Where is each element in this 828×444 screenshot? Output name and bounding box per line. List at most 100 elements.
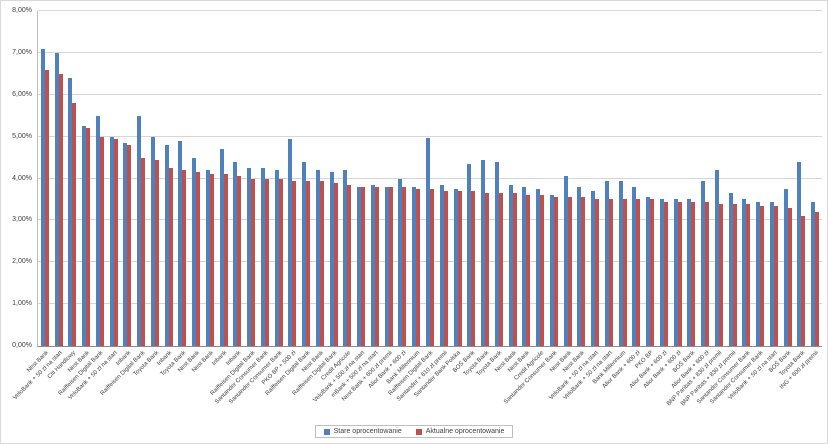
bar bbox=[439, 184, 444, 346]
bar bbox=[618, 180, 623, 346]
bar bbox=[632, 186, 637, 346]
bar bbox=[315, 170, 320, 346]
bar bbox=[302, 161, 307, 346]
bar bbox=[536, 188, 541, 346]
bar bbox=[192, 157, 197, 346]
y-tick-label: 7,00% bbox=[12, 48, 32, 56]
bar-group bbox=[519, 11, 533, 346]
bar bbox=[705, 201, 710, 346]
bar-group bbox=[121, 11, 135, 346]
bar-group bbox=[684, 11, 698, 346]
bar-group bbox=[313, 11, 327, 346]
bar bbox=[264, 178, 269, 346]
bar-group bbox=[506, 11, 520, 346]
bar bbox=[237, 176, 242, 346]
bar bbox=[811, 201, 816, 346]
bar bbox=[471, 191, 476, 346]
bar-group bbox=[341, 11, 355, 346]
bar bbox=[673, 199, 678, 346]
bar bbox=[343, 170, 348, 346]
bar-group bbox=[478, 11, 492, 346]
bar bbox=[783, 188, 788, 346]
bar bbox=[182, 170, 187, 346]
bar bbox=[150, 136, 155, 346]
bar-group bbox=[134, 11, 148, 346]
bar bbox=[494, 161, 499, 346]
bar bbox=[329, 172, 334, 346]
bar bbox=[219, 149, 224, 346]
bar bbox=[728, 193, 733, 346]
bar bbox=[247, 168, 252, 346]
y-tick-label: 5,00% bbox=[12, 132, 32, 140]
bar bbox=[429, 188, 434, 346]
bar-group bbox=[93, 11, 107, 346]
bar bbox=[563, 176, 568, 346]
bar bbox=[141, 157, 146, 346]
bar-group bbox=[244, 11, 258, 346]
bar-group bbox=[547, 11, 561, 346]
bar bbox=[384, 186, 389, 346]
legend-swatch bbox=[323, 428, 330, 435]
bar-group bbox=[643, 11, 657, 346]
bar bbox=[40, 48, 45, 346]
legend-item: Stare oprocentowanie bbox=[323, 428, 402, 435]
bar-group bbox=[698, 11, 712, 346]
bar bbox=[622, 199, 627, 346]
bar-group bbox=[176, 11, 190, 346]
y-axis-labels: 0,00% 1,00% 2,00% 3,00% 4,00% 5,00% 6,00% 7,00%… bbox=[1, 7, 34, 349]
bar-group bbox=[231, 11, 245, 346]
bar bbox=[274, 170, 279, 346]
x-axis-labels: Nest Bank VeloBank + 50 zł na start Citi H… bbox=[12, 348, 821, 426]
bar bbox=[178, 140, 183, 346]
bar-group bbox=[712, 11, 726, 346]
bar bbox=[595, 199, 600, 346]
bar bbox=[109, 136, 114, 346]
bar bbox=[453, 188, 458, 346]
bar-group bbox=[203, 11, 217, 346]
bar-group bbox=[327, 11, 341, 346]
gridline bbox=[38, 135, 822, 137]
bar-group bbox=[299, 11, 313, 346]
y-tick-label: 8,00% bbox=[12, 7, 32, 14]
bar bbox=[650, 199, 655, 346]
bar-group bbox=[38, 11, 52, 346]
bar-group bbox=[616, 11, 630, 346]
bar bbox=[467, 163, 472, 346]
legend-swatch bbox=[415, 428, 422, 435]
bar bbox=[44, 69, 49, 346]
bar-group bbox=[602, 11, 616, 346]
bar bbox=[746, 203, 751, 346]
bar bbox=[288, 138, 293, 346]
bar bbox=[99, 136, 104, 346]
bar bbox=[443, 191, 448, 346]
bar-group bbox=[671, 11, 685, 346]
bar-group bbox=[561, 11, 575, 346]
bar bbox=[604, 180, 609, 346]
gridline bbox=[38, 177, 822, 179]
bar bbox=[526, 195, 531, 346]
bar-group bbox=[272, 11, 286, 346]
bar-group bbox=[451, 11, 465, 346]
y-tick-label: 6,00% bbox=[12, 90, 32, 98]
bar bbox=[815, 212, 820, 346]
bar-group bbox=[396, 11, 410, 346]
bar bbox=[361, 186, 366, 346]
y-tick-label: 0,00% bbox=[12, 342, 32, 349]
bar bbox=[659, 199, 664, 346]
gridline bbox=[38, 93, 822, 95]
bar bbox=[718, 203, 723, 346]
bar bbox=[801, 216, 806, 346]
bar-group bbox=[258, 11, 272, 346]
bar-group bbox=[217, 11, 231, 346]
plot-area bbox=[37, 10, 822, 347]
bar bbox=[357, 186, 362, 346]
bar bbox=[457, 191, 462, 346]
bar bbox=[797, 161, 802, 346]
bar bbox=[714, 170, 719, 346]
bar-group bbox=[739, 11, 753, 346]
bar bbox=[68, 78, 73, 346]
bar-group bbox=[354, 11, 368, 346]
bar bbox=[223, 174, 228, 346]
bar-group bbox=[574, 11, 588, 346]
bar bbox=[687, 199, 692, 346]
